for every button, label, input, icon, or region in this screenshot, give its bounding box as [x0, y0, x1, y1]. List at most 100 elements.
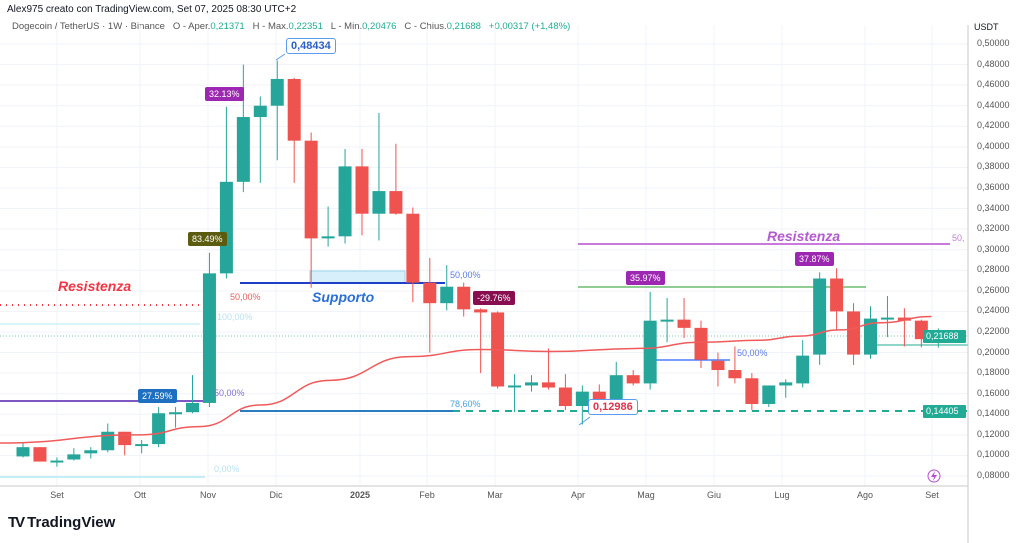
price-tick: 0,22000: [977, 325, 1010, 336]
candle-body: [711, 360, 725, 371]
candle-body: [338, 166, 352, 237]
candle-body: [287, 78, 301, 141]
candle: [457, 282, 471, 317]
candle-body: [84, 450, 98, 454]
tag-32-13: 32.13%: [205, 87, 244, 101]
candle-body: [847, 311, 861, 355]
candle-body: [16, 447, 30, 457]
candle: [186, 375, 199, 414]
candle-body: [592, 391, 606, 400]
price-tick: 0,34000: [977, 202, 1010, 213]
candle: [304, 132, 318, 288]
candle: [694, 320, 708, 368]
price-tick: 0,40000: [977, 140, 1010, 151]
tradingview-logo[interactable]: TV TradingView: [8, 514, 115, 531]
price-tick: 0,48000: [977, 58, 1010, 69]
tag-minus-29-76: -29.76%: [473, 291, 515, 305]
price-tick: 0,26000: [977, 284, 1010, 295]
candle-body: [304, 140, 318, 239]
high-pointer: [275, 53, 286, 61]
candle-body: [202, 273, 216, 403]
candle: [525, 375, 538, 392]
price-tick: 0,12000: [977, 428, 1010, 439]
price-tick: 0,14000: [977, 408, 1010, 419]
candle-body: [897, 317, 911, 321]
candle: [236, 64, 250, 193]
time-tick: Mag: [637, 490, 655, 500]
candle-body: [101, 431, 115, 451]
fib-50-purple-label: 50,00%: [214, 388, 245, 398]
candle-body: [186, 402, 199, 413]
fib-0-label: 0,00%: [214, 464, 240, 474]
candle: [847, 303, 861, 365]
time-tick: Ago: [856, 490, 874, 500]
candle-body: [440, 286, 454, 304]
candle-body: [253, 105, 267, 118]
candle-body: [457, 286, 471, 310]
candle-body: [745, 378, 759, 404]
fib-100-label: 100,00%: [217, 312, 253, 322]
time-tick: Set: [50, 490, 64, 500]
candle-body: [270, 78, 284, 106]
candle: [609, 361, 623, 402]
candle: [880, 295, 894, 338]
candle: [660, 298, 674, 343]
candle-body: [813, 278, 827, 355]
candle: [626, 370, 640, 386]
time-tick: Ott: [133, 490, 147, 500]
fib-786-label: 78,60%: [450, 399, 481, 409]
resistance-label-left: Resistenza: [58, 278, 132, 294]
lightning-icon: [927, 469, 941, 483]
candle: [152, 407, 166, 448]
tag-35-97: 35.97%: [626, 271, 665, 285]
candle-body: [762, 385, 776, 404]
candle-body: [660, 319, 674, 322]
tag-27-59: 27.59%: [138, 389, 177, 403]
level-price-badge: 0,14405: [923, 405, 966, 418]
candle: [745, 373, 759, 411]
candle-body: [423, 282, 437, 304]
price-tick: 0,44000: [977, 99, 1010, 110]
candle-body: [694, 327, 708, 360]
candle: [169, 407, 183, 428]
candle: [796, 340, 810, 388]
symbol-name[interactable]: Dogecoin / TetherUS · 1W · Binance: [12, 21, 165, 32]
candle: [287, 77, 301, 183]
price-tick: 0,16000: [977, 387, 1010, 398]
time-tick: Set: [925, 490, 939, 500]
candle-body: [406, 213, 420, 283]
candle: [762, 385, 776, 408]
candle: [135, 439, 149, 454]
candle-body: [796, 355, 810, 384]
candle-body: [372, 191, 386, 214]
candle: [270, 60, 284, 161]
candle-body: [779, 382, 793, 386]
chart-credit: Alex975 creato con TradingView.com, Set …: [7, 4, 297, 15]
low-value: 0,20476: [362, 21, 397, 32]
open-label: O - Aper.: [172, 21, 211, 32]
candle: [50, 457, 64, 467]
candle: [321, 206, 335, 247]
time-tick: Mar: [487, 490, 503, 500]
candle: [67, 448, 81, 461]
low-price-box: 0,12986: [588, 399, 638, 415]
candle-body: [67, 454, 81, 460]
price-tick: 0,46000: [977, 79, 1010, 90]
candle: [389, 143, 403, 215]
candle: [474, 308, 488, 374]
candle-body: [575, 391, 589, 407]
candle: [440, 265, 454, 311]
price-tick: 0,50000: [977, 38, 1010, 48]
candle-body: [830, 278, 844, 312]
current-price-badge: 0,21688: [923, 330, 966, 343]
time-tick: Nov: [199, 490, 217, 500]
time-tick: Lug: [774, 490, 790, 500]
fib-50-red-label: 50,00%: [230, 292, 261, 302]
low-pointer: [578, 416, 591, 426]
lightning-bolt-icon: [931, 471, 937, 481]
candle: [253, 96, 267, 183]
brand-name: TradingView: [27, 514, 116, 531]
candle: [338, 148, 352, 244]
candles: [16, 60, 945, 467]
